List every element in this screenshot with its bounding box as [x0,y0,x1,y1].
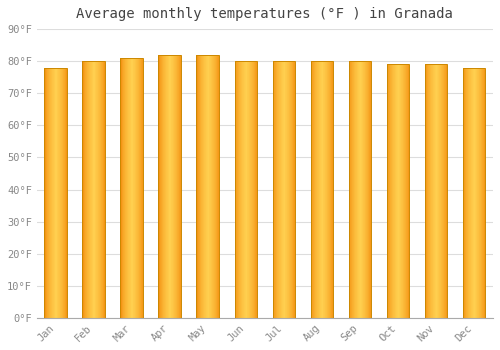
Bar [386,64,409,318]
Bar [120,58,144,318]
Bar [424,64,448,318]
Bar [44,68,67,318]
Bar [348,61,372,318]
Bar [82,61,105,318]
Bar [234,61,258,318]
Title: Average monthly temperatures (°F ) in Granada: Average monthly temperatures (°F ) in Gr… [76,7,454,21]
Bar [462,68,485,318]
Bar [158,55,182,318]
Bar [196,55,220,318]
Bar [272,61,295,318]
Bar [310,61,334,318]
